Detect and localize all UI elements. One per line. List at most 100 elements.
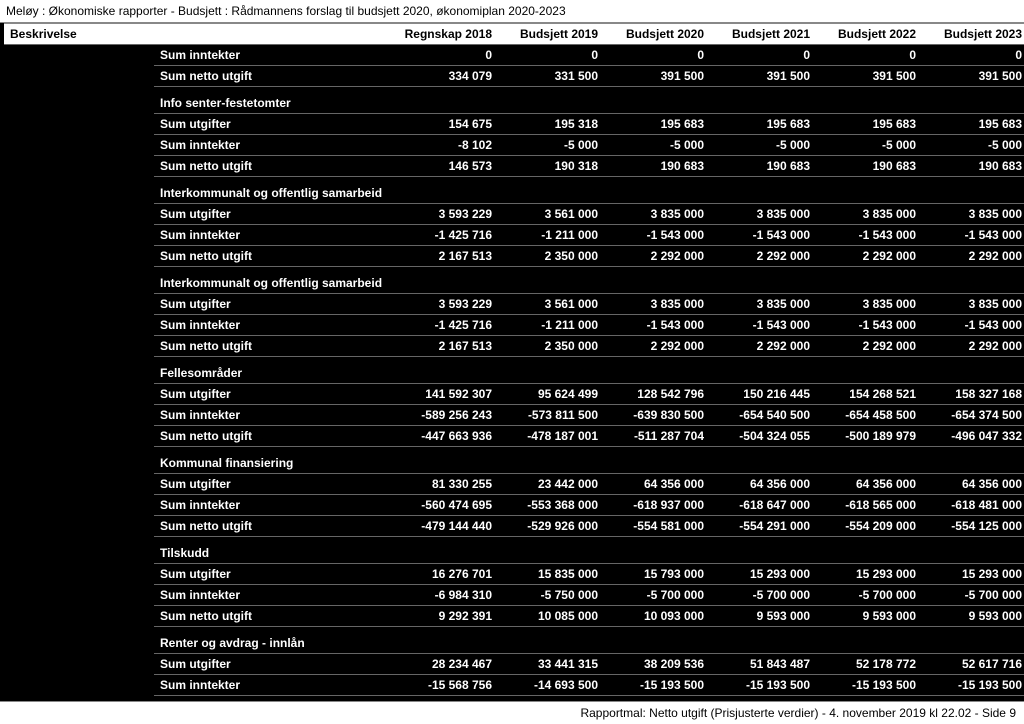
cell-value: 15 293 000 xyxy=(710,564,816,585)
cell-value: 3 835 000 xyxy=(710,294,816,315)
table-row: Sum inntekter-1 425 716-1 211 000-1 543 … xyxy=(4,315,1024,336)
cell-value: 195 683 xyxy=(604,114,710,135)
cell-value: -15 568 756 xyxy=(392,675,498,696)
cell-value: -1 425 716 xyxy=(392,225,498,246)
cell-value: 3 835 000 xyxy=(816,204,922,225)
cell-value: 150 216 445 xyxy=(710,384,816,405)
cell-value: -618 937 000 xyxy=(604,495,710,516)
cell-value: -529 926 000 xyxy=(498,516,604,537)
row-label: Sum netto utgift xyxy=(154,426,392,447)
row-label: Sum utgifter xyxy=(154,654,392,675)
cell-value: -478 187 001 xyxy=(498,426,604,447)
cell-value: 2 292 000 xyxy=(604,336,710,357)
row-label: Sum inntekter xyxy=(154,495,392,516)
cell-value: -554 125 000 xyxy=(922,516,1024,537)
cell-value: 9 292 391 xyxy=(392,606,498,627)
cell-value: -1 211 000 xyxy=(498,315,604,336)
cell-value: -1 543 000 xyxy=(710,315,816,336)
cell-value: -6 984 310 xyxy=(392,585,498,606)
row-label: Sum inntekter xyxy=(154,45,392,66)
cell-value: -15 193 500 xyxy=(922,675,1024,696)
cell-value: 190 683 xyxy=(604,156,710,177)
cell-value: -554 291 000 xyxy=(710,516,816,537)
cell-value: 190 318 xyxy=(498,156,604,177)
section-row: Tilskudd xyxy=(4,543,1024,564)
cell-value: 391 500 xyxy=(816,66,922,87)
cell-value: 0 xyxy=(392,45,498,66)
cell-value: -554 209 000 xyxy=(816,516,922,537)
col-2021: Budsjett 2021 xyxy=(710,23,816,45)
cell-value: 3 561 000 xyxy=(498,294,604,315)
cell-value: 10 085 000 xyxy=(498,606,604,627)
cell-value: -1 211 000 xyxy=(498,225,604,246)
col-2022: Budsjett 2022 xyxy=(816,23,922,45)
cell-value: 0 xyxy=(498,45,604,66)
cell-value: 52 617 716 xyxy=(922,654,1024,675)
section-title: Tilskudd xyxy=(154,543,392,564)
table-row: Sum netto utgift2 167 5132 350 0002 292 … xyxy=(4,246,1024,267)
cell-value: -1 543 000 xyxy=(816,225,922,246)
cell-value: 51 843 487 xyxy=(710,654,816,675)
cell-value: 16 276 701 xyxy=(392,564,498,585)
cell-value: 64 356 000 xyxy=(710,474,816,495)
table-header-row: Beskrivelse Regnskap 2018 Budsjett 2019 … xyxy=(4,23,1024,45)
cell-value: 3 835 000 xyxy=(922,204,1024,225)
cell-value: -5 000 xyxy=(816,135,922,156)
cell-value: 158 327 168 xyxy=(922,384,1024,405)
row-label: Sum inntekter xyxy=(154,675,392,696)
table-row: Sum netto utgift-447 663 936-478 187 001… xyxy=(4,426,1024,447)
cell-value: -504 324 055 xyxy=(710,426,816,447)
cell-value: 2 292 000 xyxy=(710,246,816,267)
row-label: Sum utgifter xyxy=(154,114,392,135)
section-title: Interkommunalt og offentlig samarbeid xyxy=(154,273,392,294)
cell-value: -654 374 500 xyxy=(922,405,1024,426)
cell-value: 190 683 xyxy=(816,156,922,177)
cell-value: 195 683 xyxy=(710,114,816,135)
cell-value: 0 xyxy=(710,45,816,66)
section-row: Info senter-festetomter xyxy=(4,93,1024,114)
cell-value: 3 593 229 xyxy=(392,294,498,315)
cell-value: 190 683 xyxy=(922,156,1024,177)
row-label: Sum netto utgift xyxy=(154,336,392,357)
cell-value: 2 292 000 xyxy=(816,336,922,357)
section-row: Kommunal finansiering xyxy=(4,453,1024,474)
table-row: Sum utgifter3 593 2293 561 0003 835 0003… xyxy=(4,294,1024,315)
cell-value: 391 500 xyxy=(922,66,1024,87)
cell-value: -639 830 500 xyxy=(604,405,710,426)
cell-value: 2 350 000 xyxy=(498,336,604,357)
cell-value: 0 xyxy=(816,45,922,66)
table-row: Sum utgifter28 234 46733 441 31538 209 5… xyxy=(4,654,1024,675)
cell-value: -1 543 000 xyxy=(604,225,710,246)
cell-value: 195 683 xyxy=(816,114,922,135)
cell-value: 2 167 513 xyxy=(392,246,498,267)
cell-value: -496 047 332 xyxy=(922,426,1024,447)
col-2023: Budsjett 2023 xyxy=(922,23,1024,45)
page-footer: Rapportmal: Netto utgift (Prisjusterte v… xyxy=(0,701,1024,724)
cell-value: 95 624 499 xyxy=(498,384,604,405)
cell-value: 15 293 000 xyxy=(922,564,1024,585)
cell-value: 3 561 000 xyxy=(498,204,604,225)
row-label: Sum inntekter xyxy=(154,405,392,426)
cell-value: -5 000 xyxy=(710,135,816,156)
cell-value: 334 079 xyxy=(392,66,498,87)
cell-value: -15 193 500 xyxy=(710,675,816,696)
table-row: Sum inntekter-15 568 756-14 693 500-15 1… xyxy=(4,675,1024,696)
cell-value: -5 000 xyxy=(922,135,1024,156)
cell-value: -5 700 000 xyxy=(710,585,816,606)
cell-value: -573 811 500 xyxy=(498,405,604,426)
cell-value: 9 593 000 xyxy=(710,606,816,627)
cell-value: 2 292 000 xyxy=(922,336,1024,357)
cell-value: 195 683 xyxy=(922,114,1024,135)
col-2019: Budsjett 2019 xyxy=(498,23,604,45)
cell-value: -15 193 500 xyxy=(816,675,922,696)
cell-value: 391 500 xyxy=(604,66,710,87)
cell-value: -654 540 500 xyxy=(710,405,816,426)
row-label: Sum inntekter xyxy=(154,225,392,246)
cell-value: 33 441 315 xyxy=(498,654,604,675)
table-row: Sum utgifter141 592 30795 624 499128 542… xyxy=(4,384,1024,405)
cell-value: -15 193 500 xyxy=(604,675,710,696)
cell-value: -500 189 979 xyxy=(816,426,922,447)
table-row: Sum inntekter-6 984 310-5 750 000-5 700 … xyxy=(4,585,1024,606)
section-title: Interkommunalt og offentlig samarbeid xyxy=(154,183,392,204)
cell-value: 15 793 000 xyxy=(604,564,710,585)
